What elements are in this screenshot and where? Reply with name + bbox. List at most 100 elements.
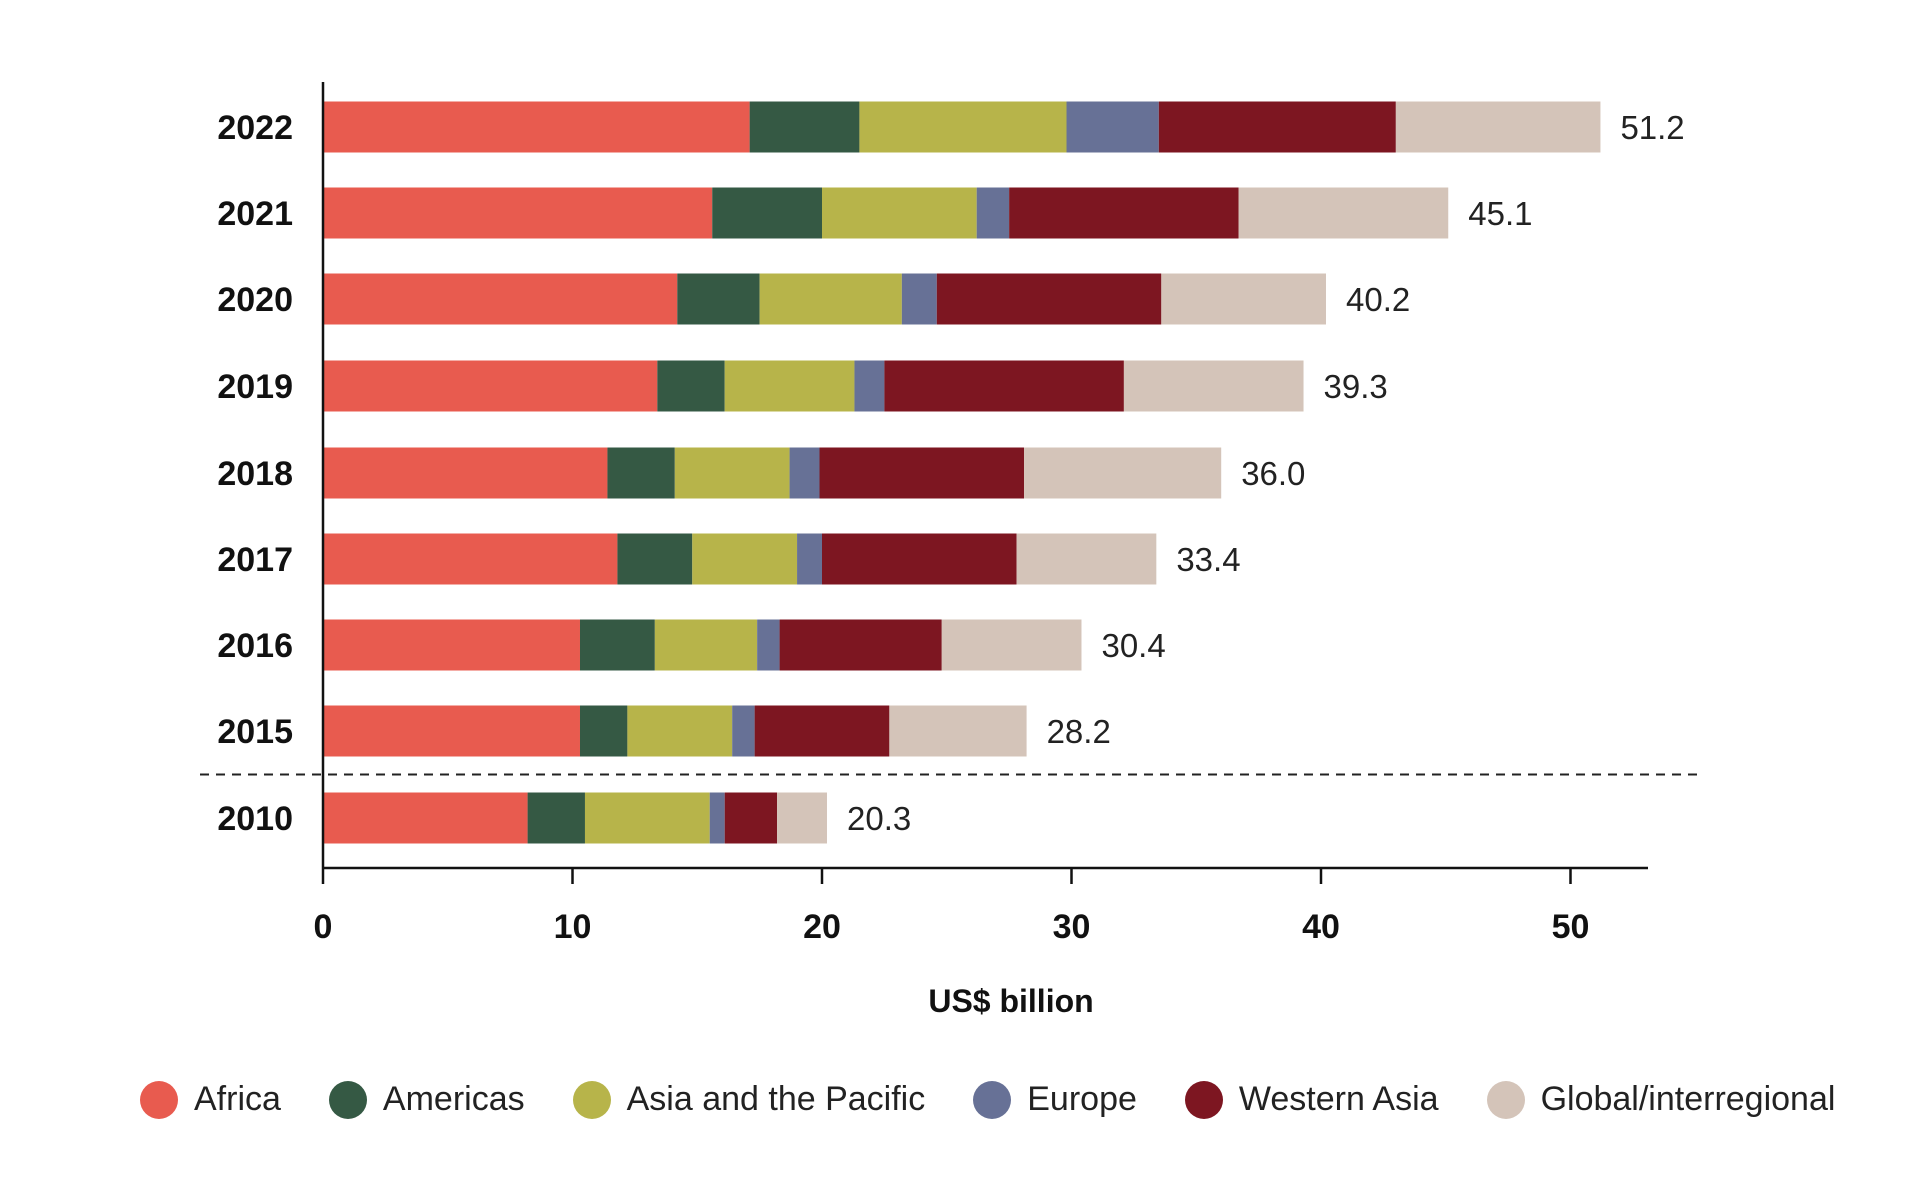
bar-2017-asia-and-the-pacific xyxy=(692,533,798,585)
legend-swatch xyxy=(1184,1080,1223,1119)
y-tick-label: 2022 xyxy=(217,109,293,147)
bar-2018-global-interregional xyxy=(1024,447,1222,499)
x-tick-label: 40 xyxy=(1302,908,1340,946)
legend-item-europe: Europe xyxy=(973,1080,1137,1119)
bar-2016-western-asia xyxy=(779,619,942,671)
x-tick-label: 30 xyxy=(1053,908,1091,946)
axis-layer: 0 10 20 30 40 50 xyxy=(200,82,1700,946)
bar-2018-americas xyxy=(607,447,675,499)
bar-2010-western-asia xyxy=(724,792,778,844)
total-data-label: 36.0 xyxy=(1241,455,1305,492)
bar-2016-asia-and-the-pacific xyxy=(654,619,758,671)
y-tick-label: 2021 xyxy=(217,195,293,233)
bar-2019-americas xyxy=(657,360,725,412)
bar-2022-americas xyxy=(749,101,860,153)
legend-label: Europe xyxy=(1027,1080,1137,1118)
legend-label: Africa xyxy=(194,1080,281,1118)
y-tick-label: 2017 xyxy=(217,541,293,579)
bar-2016-europe xyxy=(757,619,780,671)
total-data-label: 30.4 xyxy=(1101,627,1165,664)
total-data-label: 51.2 xyxy=(1620,109,1684,146)
legend-swatch xyxy=(572,1080,611,1119)
bar-2018-africa xyxy=(323,447,608,499)
legend-item-asia-and-the-pacific: Asia and the Pacific xyxy=(572,1080,926,1119)
legend-label: Asia and the Pacific xyxy=(626,1080,926,1118)
bar-2020-europe xyxy=(901,273,937,325)
bar-2022-europe xyxy=(1066,101,1159,153)
bar-2019-africa xyxy=(323,360,658,412)
y-tick-label: 2019 xyxy=(217,368,293,406)
y-tick-label: 2016 xyxy=(217,627,293,665)
bar-2020-global-interregional xyxy=(1161,273,1326,325)
bar-2019-asia-and-the-pacific xyxy=(724,360,855,412)
bar-2019-europe xyxy=(854,360,885,412)
bar-2015-americas xyxy=(579,705,628,757)
bar-2019-global-interregional xyxy=(1123,360,1304,412)
bar-2017-europe xyxy=(797,533,822,585)
bar-2010-africa xyxy=(323,792,528,844)
bar-2021-africa xyxy=(323,187,713,239)
bar-2021-europe xyxy=(976,187,1010,239)
bar-2016-africa xyxy=(323,619,580,671)
legend-item-africa: Africa xyxy=(140,1080,281,1119)
total-data-label: 39.3 xyxy=(1324,368,1388,405)
legend-item-western-asia: Western Asia xyxy=(1184,1080,1439,1119)
bar-2020-americas xyxy=(677,273,760,325)
bar-2020-africa xyxy=(323,273,678,325)
bar-2022-africa xyxy=(323,101,750,153)
bars-layer xyxy=(323,101,1601,844)
bar-2018-europe xyxy=(789,447,820,499)
legend-label: Global/interregional xyxy=(1540,1080,1836,1118)
bar-2021-asia-and-the-pacific xyxy=(822,187,977,239)
bar-2010-europe xyxy=(709,792,725,844)
legend-swatch xyxy=(328,1080,367,1119)
legend-item-americas: Americas xyxy=(328,1080,525,1119)
y-tick-label: 2020 xyxy=(217,281,293,319)
x-tick-label: 10 xyxy=(554,908,592,946)
total-data-label: 28.2 xyxy=(1047,713,1111,750)
bar-2015-western-asia xyxy=(754,705,890,757)
x-tick-label: 0 xyxy=(314,908,333,946)
bar-2010-asia-and-the-pacific xyxy=(584,792,710,844)
total-data-label: 33.4 xyxy=(1176,541,1240,578)
bar-2017-africa xyxy=(323,533,618,585)
legend-item-global-interregional: Global/interregional xyxy=(1486,1080,1836,1119)
bar-2019-western-asia xyxy=(884,360,1124,412)
y-tick-label: 2015 xyxy=(217,713,293,751)
x-axis-title: US$ billion xyxy=(928,983,1093,1019)
bar-2015-global-interregional xyxy=(889,705,1027,757)
bar-2017-global-interregional xyxy=(1016,533,1157,585)
x-tick-label: 50 xyxy=(1552,908,1590,946)
legend-label: Western Asia xyxy=(1238,1080,1439,1118)
legend-label: Americas xyxy=(382,1080,525,1118)
bar-2018-western-asia xyxy=(819,447,1025,499)
bar-2018-asia-and-the-pacific xyxy=(674,447,790,499)
bar-2020-asia-and-the-pacific xyxy=(759,273,902,325)
bar-2015-europe xyxy=(732,705,755,757)
bar-2022-global-interregional xyxy=(1395,101,1601,153)
y-tick-label: 2010 xyxy=(217,800,293,838)
legend-swatch xyxy=(1486,1080,1525,1119)
bar-2022-asia-and-the-pacific xyxy=(859,101,1067,153)
legend-swatch xyxy=(140,1080,178,1119)
total-data-label: 40.2 xyxy=(1346,281,1410,318)
bar-2022-western-asia xyxy=(1158,101,1396,153)
bar-2010-global-interregional xyxy=(777,792,827,844)
bar-2016-americas xyxy=(579,619,655,671)
bar-2015-asia-and-the-pacific xyxy=(627,705,733,757)
bar-2020-western-asia xyxy=(936,273,1162,325)
total-data-label: 20.3 xyxy=(847,800,911,837)
bar-2017-americas xyxy=(617,533,693,585)
bar-2021-americas xyxy=(712,187,822,239)
bar-2021-western-asia xyxy=(1009,187,1239,239)
x-tick-label: 20 xyxy=(803,908,841,946)
bar-2016-global-interregional xyxy=(941,619,1082,671)
bar-2015-africa xyxy=(323,705,580,757)
y-tick-label: 2018 xyxy=(217,455,293,493)
bar-2017-western-asia xyxy=(822,533,1017,585)
legend-swatch xyxy=(973,1080,1012,1119)
bar-2021-global-interregional xyxy=(1238,187,1449,239)
total-data-label: 45.1 xyxy=(1468,195,1532,232)
legend: Africa Americas Asia and the Pacific Europe… xyxy=(140,1080,1880,1119)
